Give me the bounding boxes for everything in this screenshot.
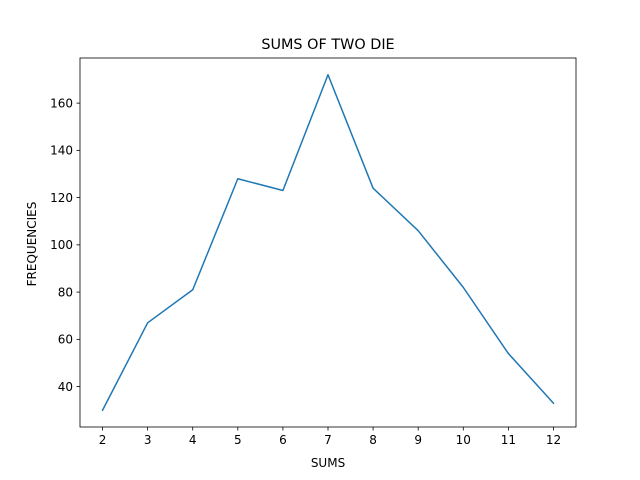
y-axis-title: FREQUENCIES xyxy=(25,202,39,287)
x-axis: 2 3 4 5 6 7 8 9 10 11 12 xyxy=(99,427,561,447)
x-tick-label: 6 xyxy=(279,433,287,447)
x-tick-label: 10 xyxy=(456,433,471,447)
x-tick-label: 5 xyxy=(234,433,242,447)
y-axis: 40 60 80 100 120 140 160 xyxy=(50,96,80,394)
x-tick-label: 4 xyxy=(189,433,197,447)
y-tick-label: 40 xyxy=(58,380,73,394)
y-tick-label: 60 xyxy=(58,333,73,347)
y-tick-label: 100 xyxy=(50,238,73,252)
series-layer xyxy=(101,74,555,412)
x-tick-label: 3 xyxy=(144,433,152,447)
y-tick-label: 120 xyxy=(50,191,73,205)
x-tick-label: 12 xyxy=(546,433,561,447)
series-line xyxy=(101,74,555,412)
y-tick-label: 140 xyxy=(50,144,73,158)
y-tick-label: 80 xyxy=(58,285,73,299)
chart-title: SUMS OF TWO DIE xyxy=(261,37,394,53)
y-tick-label: 160 xyxy=(50,96,73,110)
x-tick-label: 11 xyxy=(501,433,516,447)
x-tick-label: 9 xyxy=(414,433,422,447)
x-tick-label: 8 xyxy=(369,433,377,447)
x-axis-title: SUMS xyxy=(311,456,345,470)
x-tick-label: 7 xyxy=(324,433,332,447)
x-tick-label: 2 xyxy=(99,433,107,447)
